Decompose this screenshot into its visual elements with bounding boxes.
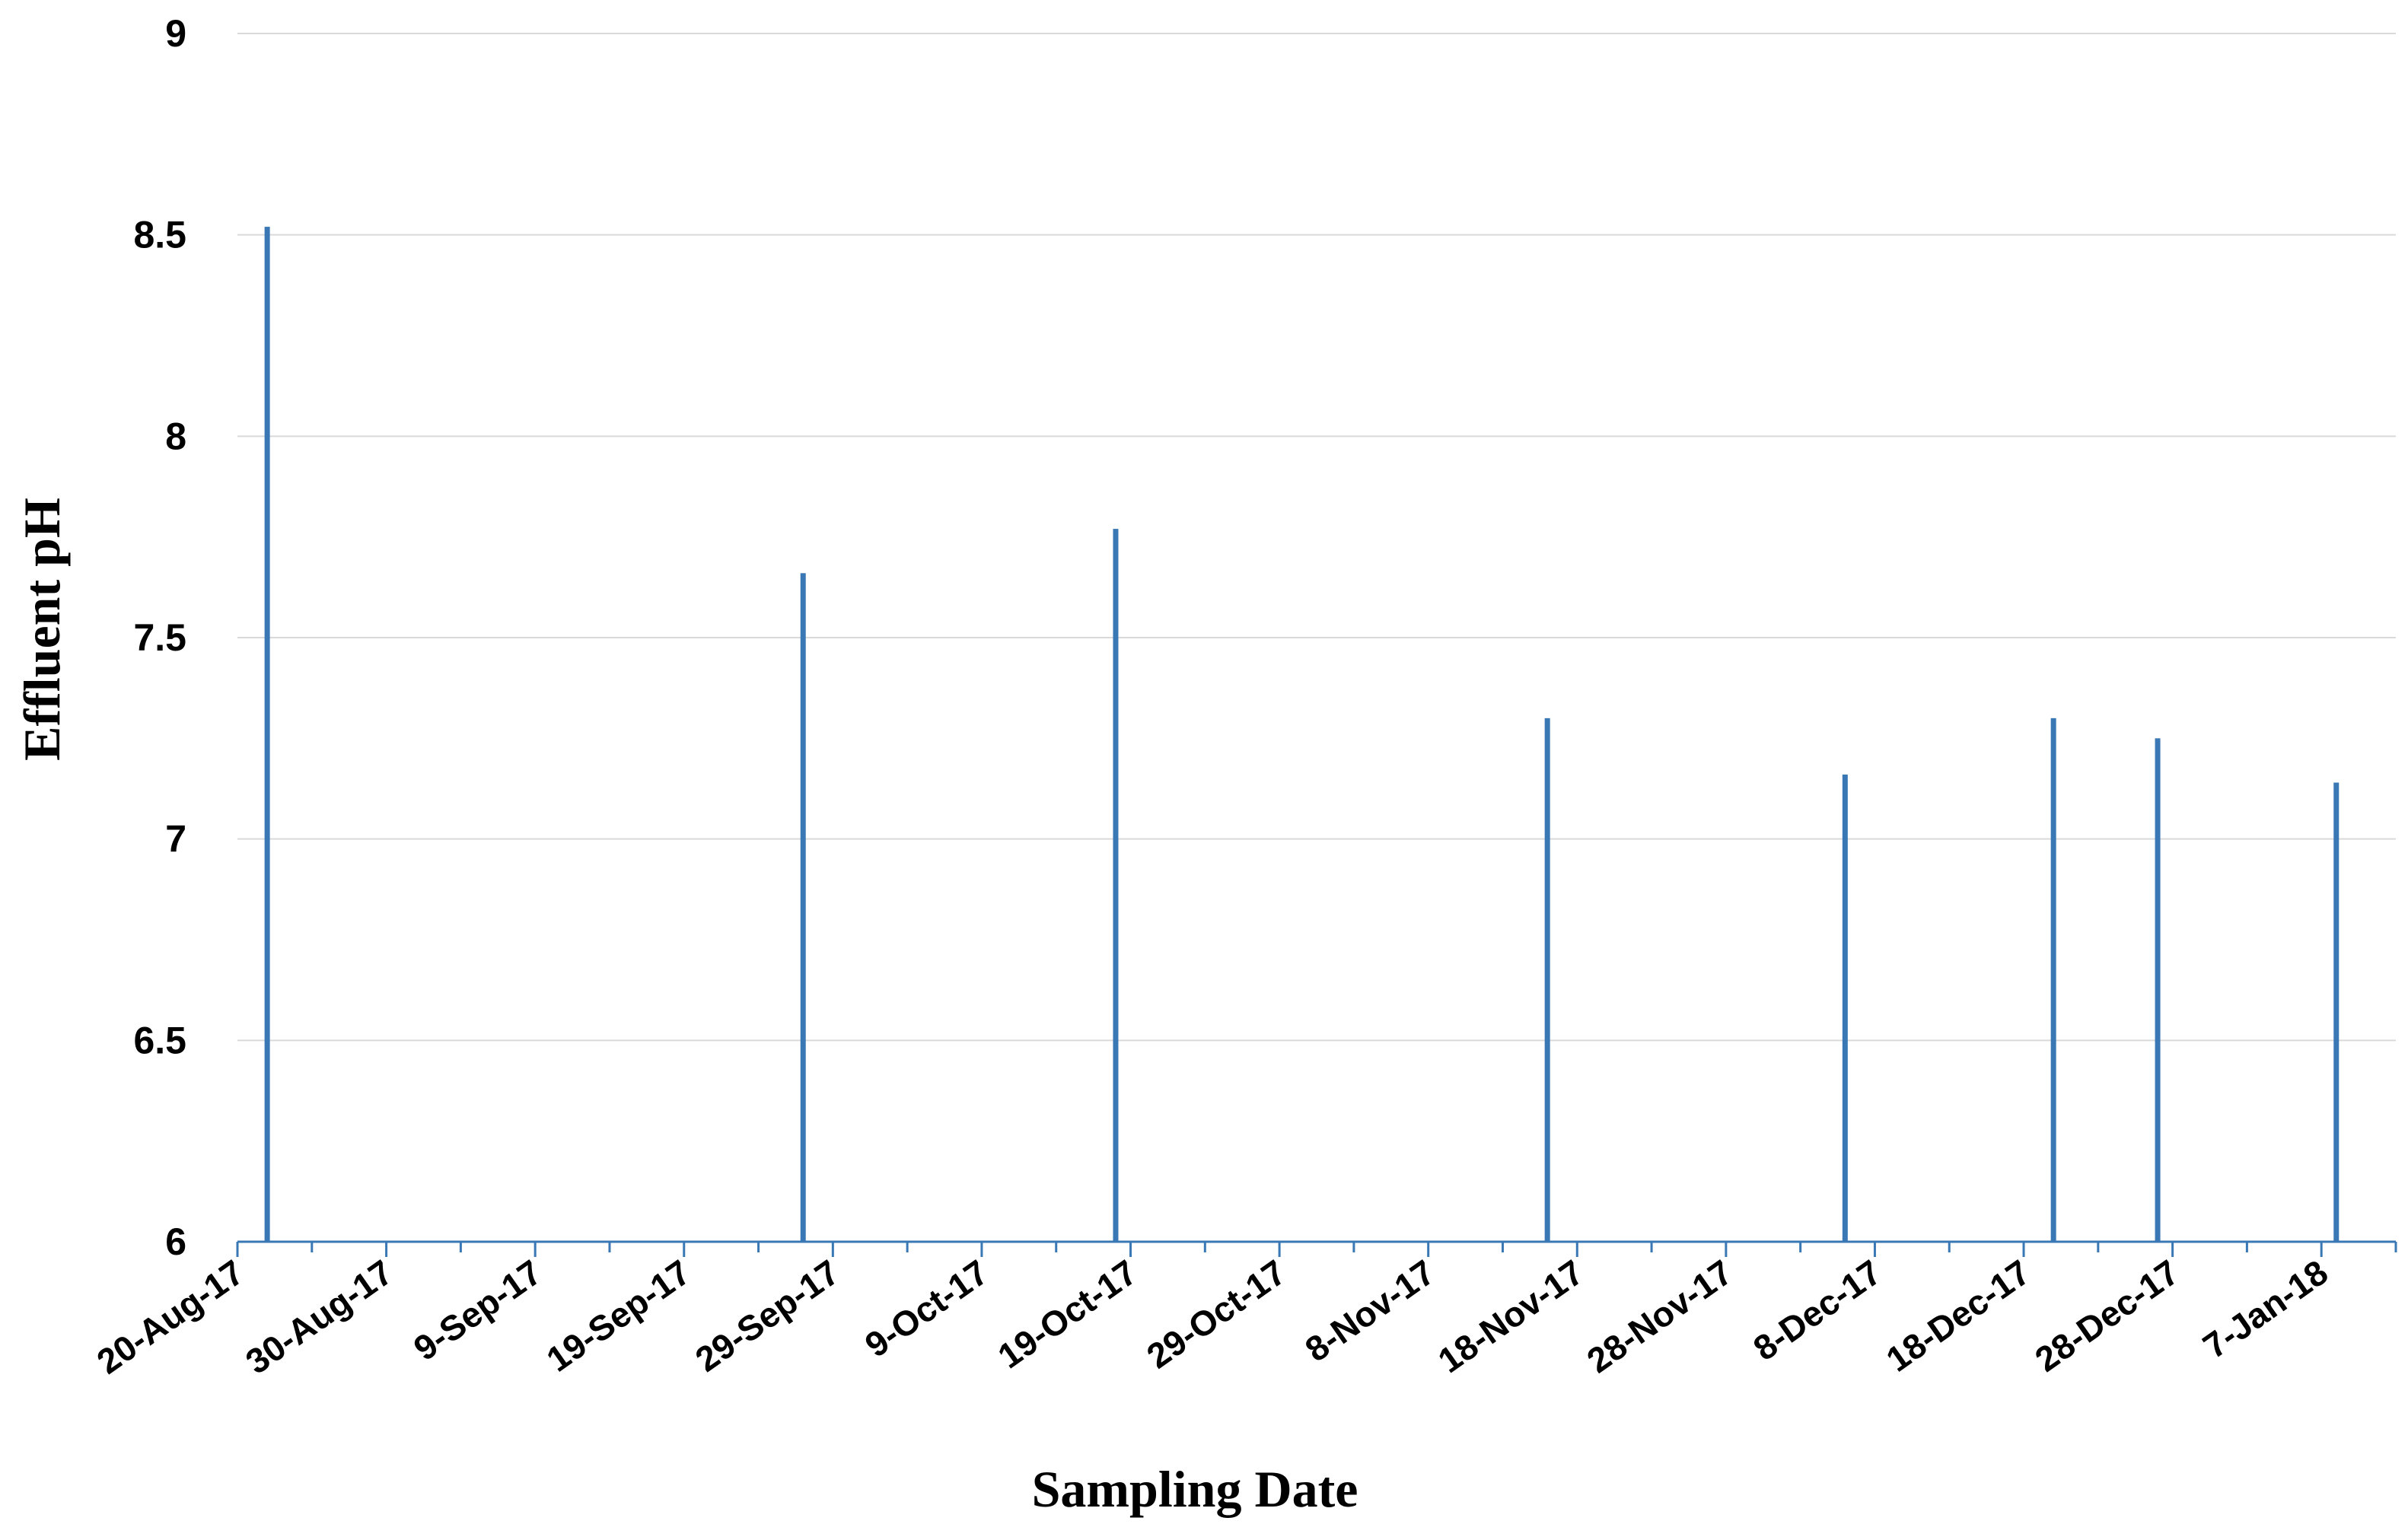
x-tick-label: 20-Aug-17: [90, 1252, 251, 1382]
bar: [2333, 782, 2340, 1242]
x-axis-ticks: [236, 1242, 2397, 1257]
x-tick-label: 9-Oct-17: [858, 1252, 995, 1365]
x-tick-label: 28-Dec-17: [2027, 1252, 2186, 1379]
x-tick-label: 29-Sep-17: [688, 1252, 846, 1379]
bar: [1842, 774, 1848, 1242]
x-axis-title: Sampling Date: [1032, 1460, 1358, 1518]
y-tick-label: 7.5: [133, 616, 186, 659]
bar: [2050, 718, 2056, 1242]
y-tick-label: 9: [165, 12, 186, 55]
y-tick-label: 6: [165, 1220, 186, 1263]
bar: [800, 573, 806, 1242]
x-tick-label: 9-Sep-17: [406, 1252, 549, 1369]
bar: [1113, 529, 1119, 1242]
bar: [264, 227, 270, 1242]
x-tick-label: 19-Sep-17: [540, 1252, 698, 1379]
x-tick-label: 18-Nov-17: [1431, 1252, 1591, 1381]
y-tick-label: 6.5: [133, 1019, 186, 1061]
y-tick-label: 7: [165, 818, 186, 861]
y-axis-title: Effluent pH: [13, 498, 71, 761]
x-tick-label: 8-Nov-17: [1298, 1252, 1441, 1370]
bar: [1544, 718, 1550, 1242]
y-tick-label: 8.5: [133, 214, 186, 256]
x-tick-label: 18-Dec-17: [1879, 1252, 2037, 1379]
y-tick-labels: 9 8.5 8 7.5 7 6.5 6: [133, 12, 186, 1263]
x-tick-label: 19-Oct-17: [991, 1252, 1145, 1376]
x-tick-label: 30-Aug-17: [238, 1252, 400, 1382]
x-tick-label: 29-Oct-17: [1139, 1252, 1293, 1376]
x-tick-label: 28-Nov-17: [1580, 1252, 1740, 1381]
x-tick-label: 7-Jan-18: [2196, 1252, 2335, 1367]
bars: [264, 227, 2340, 1242]
x-tick-label: 8-Dec-17: [1746, 1252, 1888, 1369]
gridlines: [237, 33, 2396, 1042]
bar: [2155, 738, 2161, 1242]
y-tick-label: 8: [165, 415, 186, 457]
